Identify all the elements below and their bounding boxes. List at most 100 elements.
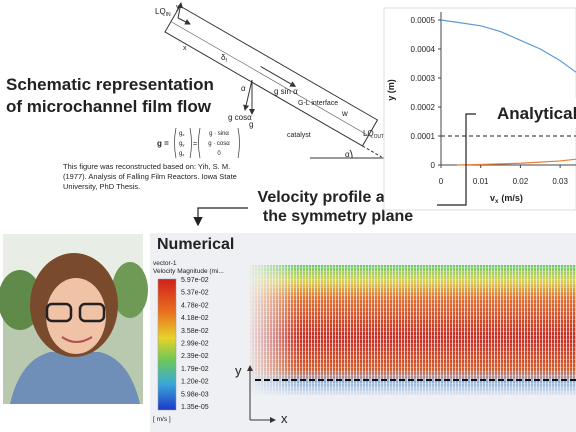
citation-line: This figure was reconstructed based on: … [63, 162, 230, 171]
title-line: of microchannel film flow [6, 97, 212, 116]
c: g [179, 141, 182, 147]
colorbar-label: 4.18e-02 [181, 315, 209, 322]
gsin-arrow [260, 65, 297, 87]
c: g [179, 131, 182, 137]
axis-label: y [235, 363, 242, 378]
curve [456, 158, 576, 166]
label: LQIN [155, 7, 171, 18]
value: 0 [217, 151, 221, 157]
callout-line: the symmetry plane [263, 208, 413, 225]
interface-line [170, 21, 369, 136]
colorbar-label: 5.97e-02 [181, 277, 209, 284]
colorbar-labels: 5.97e-02 5.37e-02 4.78e-02 4.18e-02 3.58e-02… [181, 277, 209, 411]
colorbar-label: 2.39e-02 [181, 353, 209, 360]
component: gz [179, 151, 184, 157]
x-tick-label: 0.02 [513, 177, 529, 186]
label: LQOUT [363, 129, 384, 140]
y-tick-label: 0.0001 [411, 132, 436, 141]
legend-title: vector-1 [153, 260, 177, 267]
unit: [ m/s ] [153, 416, 171, 423]
y-tick-label: 0.0005 [411, 16, 436, 25]
gcos-arrow [243, 79, 253, 111]
curve [440, 19, 576, 73]
brackets [174, 127, 240, 159]
label-main: δ [221, 53, 226, 62]
analytical-box [476, 98, 576, 128]
citation-line: (1977). Analysis of Falling Film Reactor… [63, 172, 237, 181]
photo [0, 234, 148, 404]
glasses [78, 302, 106, 323]
vector-fade [250, 265, 576, 395]
legend-title: Velocity Magnitude (mi... [153, 268, 224, 275]
x-tick-label: 0.03 [552, 177, 568, 186]
angle-arc [349, 149, 353, 159]
label-main: LQ [363, 129, 374, 138]
x-tick-label: 0.01 [473, 177, 489, 186]
value: g · cosα [208, 141, 230, 147]
label-sub: OUT [374, 134, 385, 140]
arrow [193, 207, 248, 227]
label: g [249, 120, 253, 129]
y-arrow [177, 2, 183, 19]
shirt [10, 352, 140, 404]
face [46, 278, 106, 354]
smile [61, 336, 93, 343]
x-label-sub: x [495, 199, 499, 205]
colorbar-label: 1.20e-02 [181, 379, 209, 386]
label: x [183, 45, 187, 52]
formula-lhs: g = [157, 139, 169, 148]
colorbar-label: 1.79e-02 [181, 366, 209, 373]
label: g cosα [228, 113, 252, 122]
label: α [345, 150, 350, 159]
label: G-L interface [298, 100, 338, 107]
label: g sin α [274, 87, 298, 96]
colorbar [157, 278, 177, 411]
colorbar-label: 3.58e-02 [181, 328, 209, 335]
plant [112, 262, 148, 318]
label-main: LQ [155, 7, 166, 16]
label-sub: IN [166, 12, 171, 18]
label: y [176, 4, 180, 11]
colorbar-label: 4.78e-02 [181, 302, 209, 309]
y-tick-label: 0.0003 [411, 74, 436, 83]
colorbar-label: 5.37e-02 [181, 290, 209, 297]
y-tick-label: 0.0004 [411, 45, 436, 54]
x-label: vx (m/s) [490, 193, 523, 205]
value: g · sinα [209, 131, 229, 137]
title-line: Schematic representation [6, 75, 214, 94]
y-tick-label: 0.0002 [411, 103, 436, 112]
axis-label: x [281, 411, 288, 426]
glasses [45, 302, 73, 323]
x-label-main: v [490, 193, 495, 203]
component: gx [179, 131, 184, 137]
c-sub: x [182, 132, 184, 137]
y-label: y (m) [386, 79, 396, 101]
x-tick-label: 0 [439, 177, 444, 186]
y-tick-label: 0 [431, 161, 436, 170]
channel [164, 5, 382, 158]
dashed-extension [362, 145, 382, 158]
label: α [241, 84, 246, 93]
numerical-panel: Numerical vector-1 Velocity Magnitude (m… [150, 233, 576, 432]
colorbar-label: 5.98e-03 [181, 391, 209, 398]
formula-eq: = [193, 141, 197, 148]
c-sub: z [182, 152, 184, 157]
schematic: LQIN y x δf α g sin α G-L interface g co… [155, 2, 388, 159]
callout-line: Velocity profile along [258, 189, 419, 206]
c: g [179, 151, 182, 157]
c-sub: y [182, 142, 184, 147]
label: catalyst [287, 132, 311, 139]
x-arrow [177, 17, 191, 25]
label-sub: f [225, 58, 227, 64]
numerical-title: Numerical [157, 236, 234, 253]
colorbar-label: 1.35e-05 [181, 404, 209, 411]
x-label-unit: (m/s) [501, 193, 523, 203]
colorbar-label: 2.99e-02 [181, 341, 209, 348]
label: w [341, 109, 348, 118]
citation-line: University, PhD Thesis. [63, 182, 140, 191]
component: gy [179, 141, 184, 147]
analytical-title: Analytical [497, 104, 576, 123]
label: δf [221, 53, 227, 64]
